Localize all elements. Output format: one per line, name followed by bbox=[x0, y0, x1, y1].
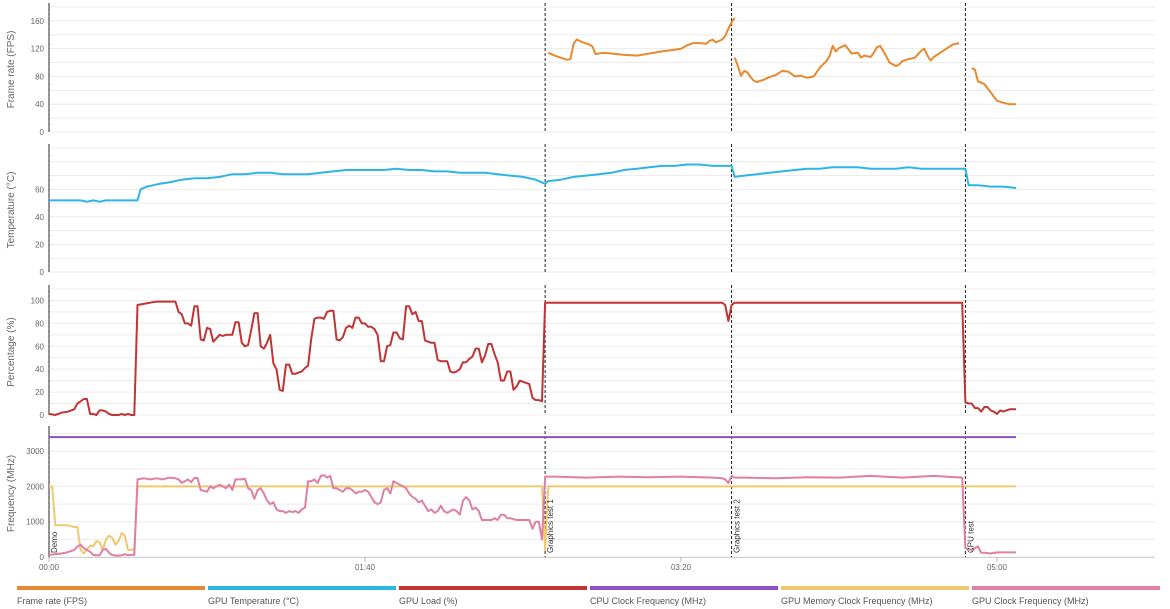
legend-label: GPU Temperature (°C) bbox=[208, 596, 299, 606]
y-tick-label: 1000 bbox=[26, 518, 44, 527]
y-tick-label: 0 bbox=[40, 553, 45, 562]
y-tick-label: 100 bbox=[31, 296, 45, 305]
x-tick-label: 05:00 bbox=[987, 563, 1008, 572]
x-tick-label: 00:00 bbox=[39, 563, 60, 572]
y-axis-label: Frame rate (FPS) bbox=[6, 31, 17, 109]
panel-1: 0 40 80 120 160 Frame rate (FPS) bbox=[6, 3, 1155, 137]
y-tick-label: 2000 bbox=[26, 482, 44, 491]
series-line bbox=[547, 17, 736, 61]
marker-label: CPU test bbox=[966, 520, 975, 553]
legend-label: GPU Memory Clock Frequency (MHz) bbox=[781, 596, 933, 606]
y-tick-label: 0 bbox=[40, 411, 45, 420]
y-axis-label: Percentage (%) bbox=[6, 317, 17, 386]
y-tick-label: 3000 bbox=[26, 447, 44, 456]
legend-label: GPU Clock Frequency (MHz) bbox=[972, 596, 1089, 606]
y-tick-label: 0 bbox=[40, 128, 45, 137]
x-tick-label: 03:20 bbox=[671, 563, 692, 572]
legend-label: Frame rate (FPS) bbox=[17, 596, 88, 606]
series-line bbox=[971, 67, 1016, 106]
y-tick-label: 40 bbox=[35, 100, 44, 109]
benchmark-chart: 0 40 80 120 160 Frame rate (FPS) 0 20 40 60 Temper… bbox=[6, 3, 1155, 572]
legend-swatch bbox=[208, 586, 396, 590]
y-tick-label: 80 bbox=[35, 319, 44, 328]
legend-swatch bbox=[590, 586, 778, 590]
series-line bbox=[49, 163, 1017, 203]
x-tick-label: 01:40 bbox=[355, 563, 376, 572]
y-axis-label: Temperature (°C) bbox=[6, 172, 17, 249]
legend-swatch bbox=[399, 586, 587, 590]
y-axis-label: Frequency (MHz) bbox=[6, 455, 17, 532]
y-tick-label: 40 bbox=[35, 365, 44, 374]
legend-swatch bbox=[972, 586, 1160, 590]
legend-swatch bbox=[781, 586, 969, 590]
series-line bbox=[48, 474, 1016, 557]
y-tick-label: 40 bbox=[35, 213, 44, 222]
y-tick-label: 80 bbox=[35, 72, 44, 81]
series-line bbox=[48, 300, 1016, 416]
y-tick-label: 60 bbox=[35, 185, 44, 194]
marker-label: Demo bbox=[50, 531, 59, 553]
legend-label: GPU Load (%) bbox=[399, 596, 458, 606]
y-tick-label: 20 bbox=[35, 240, 44, 249]
y-tick-label: 60 bbox=[35, 342, 44, 351]
y-tick-label: 120 bbox=[31, 45, 45, 54]
marker-label: Graphics test 2 bbox=[733, 499, 742, 553]
panel-2: 0 20 40 60 Temperature (°C) bbox=[6, 144, 1155, 277]
y-tick-label: 160 bbox=[31, 17, 45, 26]
panel-4: 0 1000 2000 3000 Frequency (MHz) Demo Graphics… bbox=[6, 426, 1155, 562]
y-tick-label: 0 bbox=[40, 268, 45, 277]
marker-label: Graphics test 1 bbox=[546, 499, 555, 553]
x-axis: 00:00 01:40 03:20 05:00 bbox=[39, 557, 1155, 572]
legend-swatch bbox=[17, 586, 205, 590]
y-tick-label: 20 bbox=[35, 388, 44, 397]
panel-3: 0 20 40 60 80 100 Percentage (%) bbox=[6, 285, 1155, 420]
series-line bbox=[49, 485, 1016, 555]
series-line bbox=[733, 42, 960, 83]
legend-label: CPU Clock Frequency (MHz) bbox=[590, 596, 707, 606]
